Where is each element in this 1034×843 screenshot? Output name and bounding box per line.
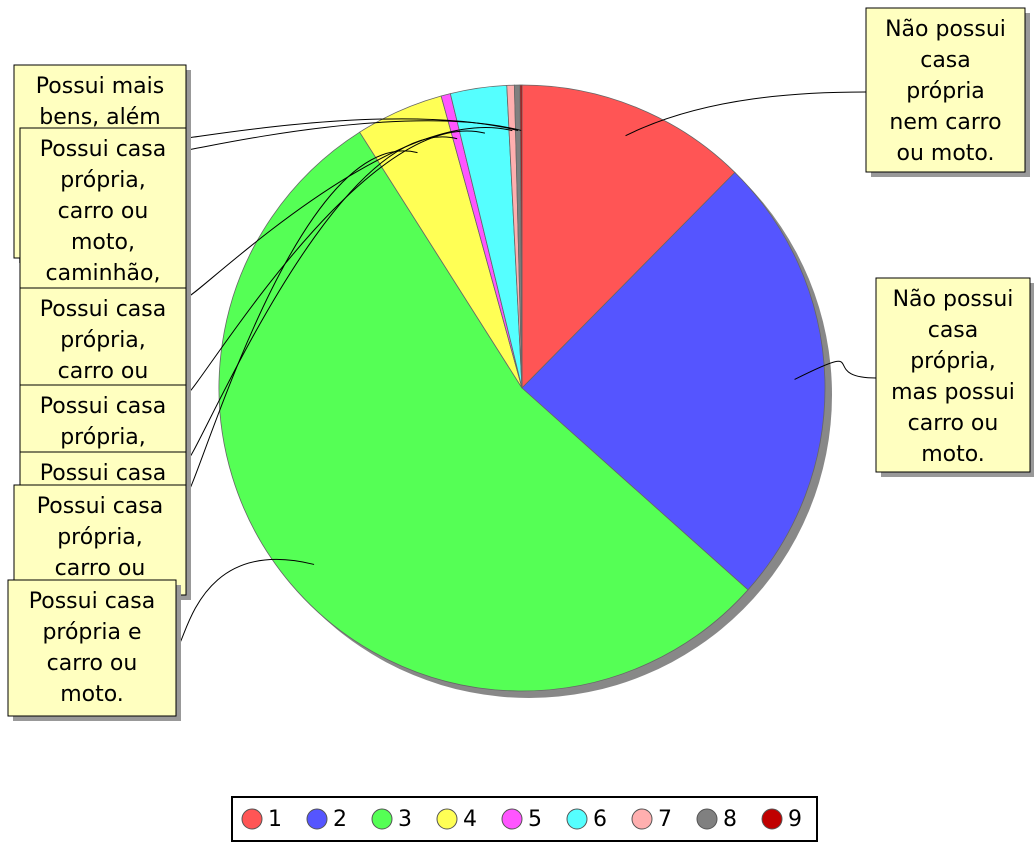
legend-label: 4: [463, 807, 477, 832]
label-text: casa: [920, 48, 971, 73]
label-box: Possui casa própria, carro ou moto, caminhão…: [19, 127, 191, 308]
label-text: moto.: [60, 682, 124, 707]
label-text: própria,: [60, 425, 146, 450]
leader-line: [185, 150, 418, 496]
label-bg: [875, 277, 1031, 473]
pie-slice: [519, 84, 523, 389]
legend-label: 3: [398, 807, 412, 832]
label-text: Possui casa: [37, 494, 163, 519]
label-box: Não possui casa própria nem carro ou moto.: [865, 7, 1030, 177]
label-text: Possui casa: [29, 589, 155, 614]
label-text: carro ou: [55, 556, 146, 581]
label-text: carro ou: [58, 199, 149, 224]
leader-line: [185, 136, 458, 463]
label-text: própria,: [57, 525, 143, 550]
label-text: carro ou: [47, 651, 138, 676]
legend-swatch: [696, 808, 718, 830]
label-text: própria: [906, 79, 985, 104]
label-box: Não possui casa própria, mas possui carro ou…: [875, 277, 1034, 477]
legend-label: 7: [658, 807, 672, 832]
legend-label: 8: [723, 807, 737, 832]
pie-slice: [521, 171, 826, 591]
label-text: Possui casa: [40, 461, 166, 486]
label-text: ou moto.: [897, 141, 995, 166]
label-text: casa: [928, 318, 979, 343]
legend-label: 2: [333, 807, 347, 832]
label-text: carro ou: [908, 411, 999, 436]
label-text: própria e: [42, 620, 141, 645]
legend-swatch: [566, 808, 588, 830]
leader-line: [625, 91, 867, 137]
legend-swatch: [501, 808, 523, 830]
legend-swatch: [371, 808, 393, 830]
pie-slice: [521, 84, 736, 389]
label-text: Não possui: [885, 17, 1006, 42]
label-bg: [7, 579, 177, 717]
label-text: moto,: [71, 230, 135, 255]
label-text: moto.: [921, 442, 985, 467]
legend-label: 5: [528, 807, 542, 832]
legend-swatch: [241, 808, 263, 830]
label-text: própria,: [60, 328, 146, 353]
label-text: Não possui: [893, 287, 1014, 312]
label-bg: [865, 7, 1026, 173]
legend-label: 6: [593, 807, 607, 832]
label-text: Possui casa: [40, 297, 166, 322]
label-text: Possui mais: [36, 74, 164, 99]
legend-label: 9: [788, 807, 802, 832]
legend-swatch: [631, 808, 653, 830]
leader-line: [794, 360, 877, 380]
label-bg: [19, 127, 187, 304]
legend-box: [231, 796, 818, 842]
label-box: Possui casa própria e carro ou moto.: [7, 579, 181, 721]
label-text: mas possui: [891, 380, 1015, 405]
label-text: Possui casa: [40, 137, 166, 162]
label-text: carro ou: [58, 359, 149, 384]
label-text: bens, além: [39, 105, 160, 130]
leader-line: [185, 127, 513, 299]
label-text: caminhão,: [46, 261, 161, 286]
pie-slice: [218, 131, 749, 692]
legend-swatch: [436, 808, 458, 830]
label-bg: [13, 484, 187, 596]
leader-line: [185, 118, 519, 139]
label-text: Possui casa: [40, 394, 166, 419]
legend-label: 1: [268, 807, 282, 832]
label-bg: [19, 287, 187, 399]
label-text: nem carro: [889, 110, 1001, 135]
legend-swatch: [306, 808, 328, 830]
label-text: própria,: [910, 349, 996, 374]
legend-swatch: [761, 808, 783, 830]
label-text: própria,: [60, 168, 146, 193]
